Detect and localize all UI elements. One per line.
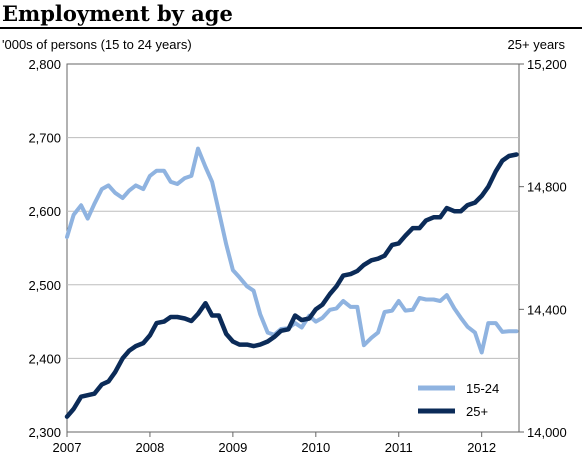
chart-title: Employment by age bbox=[2, 1, 233, 26]
y-right-tick-3: 15,200 bbox=[527, 57, 567, 72]
plot-area bbox=[66, 63, 520, 433]
x-tick-0: 2007 bbox=[53, 440, 82, 455]
x-tick-1: 2008 bbox=[135, 440, 164, 455]
y-left-tick-2: 2,500 bbox=[28, 278, 61, 293]
legend-label-25-plus: 25+ bbox=[466, 404, 488, 419]
y-right-tick-0: 14,000 bbox=[527, 425, 567, 440]
right-axis-label: 25+ years bbox=[508, 37, 566, 52]
x-tick-5: 2012 bbox=[467, 440, 496, 455]
y-left-tick-0: 2,300 bbox=[28, 425, 61, 440]
y-left-tick-1: 2,400 bbox=[28, 351, 61, 366]
x-tick-2: 2009 bbox=[218, 440, 247, 455]
y-right-tick-1: 14,400 bbox=[527, 302, 567, 317]
y-left-tick-4: 2,700 bbox=[28, 131, 61, 146]
series-lines bbox=[64, 146, 519, 419]
y-left-tick-3: 2,600 bbox=[28, 204, 61, 219]
legend: 15-24 25+ bbox=[418, 381, 499, 419]
y-right-tick-2: 14,800 bbox=[527, 180, 567, 195]
y-left-tick-5: 2,800 bbox=[28, 57, 61, 72]
series-line-25-plus bbox=[64, 152, 519, 419]
x-tick-3: 2010 bbox=[301, 440, 330, 455]
tick-labels: 2,300 2,400 2,500 2,600 2,700 2,800 14,000 14,4… bbox=[28, 57, 566, 455]
legend-label-15-24: 15-24 bbox=[466, 381, 499, 396]
x-tick-4: 2011 bbox=[385, 440, 413, 455]
left-axis-label: '000s of persons (15 to 24 years) bbox=[2, 37, 192, 52]
